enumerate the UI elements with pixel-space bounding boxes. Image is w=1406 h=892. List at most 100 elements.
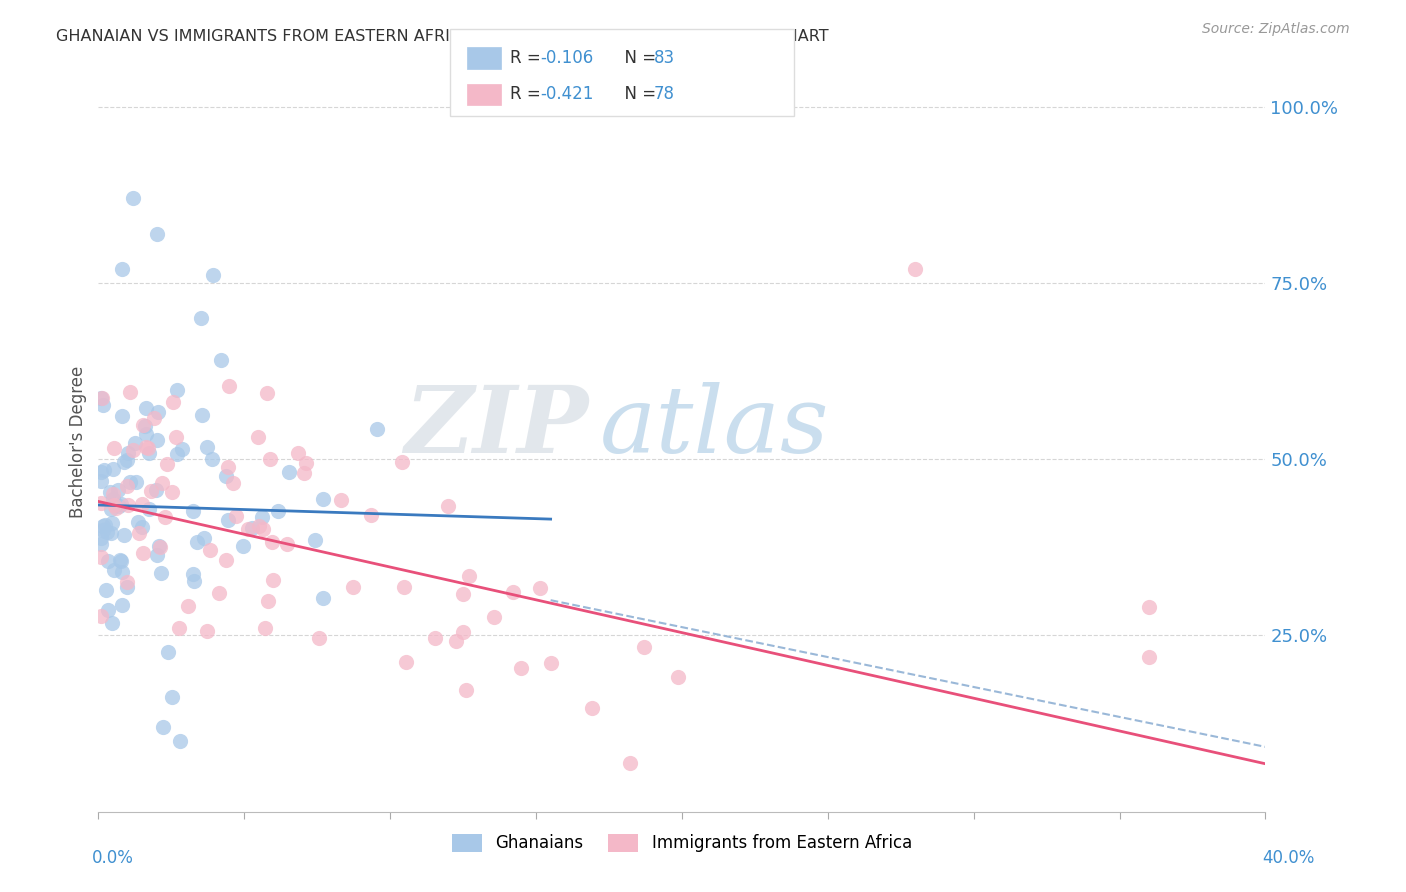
Point (217, 513, 239, 527)
Point (267, 504, 290, 518)
Point (96, 524, 118, 539)
Text: R =: R = (510, 86, 547, 103)
Point (157, 645, 180, 659)
Point (118, 385, 141, 400)
Point (101, 462, 124, 476)
Point (90, 608, 112, 623)
Point (222, 476, 245, 491)
Point (97, 554, 120, 568)
Point (115, 453, 138, 467)
Point (146, 548, 169, 562)
Point (193, 531, 215, 545)
Text: Source: ZipAtlas.com: Source: ZipAtlas.com (1202, 22, 1350, 37)
Point (111, 261, 134, 276)
Point (90, 475, 112, 489)
Point (242, 521, 264, 535)
Point (138, 446, 160, 460)
Point (202, 268, 225, 283)
Text: -0.421: -0.421 (540, 86, 593, 103)
Point (150, 475, 173, 490)
Point (186, 534, 208, 549)
Point (143, 410, 166, 425)
Point (250, 510, 273, 524)
Legend: Ghanaians, Immigrants from Eastern Africa: Ghanaians, Immigrants from Eastern Afric… (446, 827, 918, 859)
Point (90, 391, 112, 405)
Point (135, 401, 157, 416)
Point (90, 532, 112, 546)
Point (111, 565, 134, 579)
Point (278, 465, 301, 479)
Point (287, 446, 309, 460)
Point (619, 756, 641, 770)
Point (111, 409, 134, 423)
Point (93, 463, 115, 477)
Point (482, 610, 505, 624)
Point (423, 632, 446, 646)
Point (510, 661, 533, 675)
Point (110, 497, 132, 511)
Point (276, 537, 298, 551)
Point (148, 540, 170, 554)
Point (91, 391, 114, 405)
Point (666, 670, 689, 684)
Point (97, 602, 120, 616)
Point (141, 483, 163, 498)
Text: N =: N = (614, 49, 662, 67)
Point (904, 261, 927, 276)
Point (101, 492, 124, 507)
Point (132, 546, 155, 560)
Point (391, 454, 413, 468)
Point (453, 625, 475, 640)
Point (581, 701, 603, 715)
Point (217, 459, 239, 474)
Point (165, 430, 187, 444)
Text: 40.0%: 40.0% (1263, 849, 1315, 867)
Point (127, 515, 149, 529)
Point (135, 440, 157, 454)
Point (253, 621, 276, 635)
Point (117, 499, 139, 513)
Point (107, 499, 129, 513)
Point (136, 441, 159, 455)
Point (162, 394, 184, 409)
Point (1137, 649, 1160, 664)
Point (90, 465, 112, 479)
Point (392, 580, 415, 594)
Point (152, 720, 174, 734)
Point (215, 553, 238, 567)
Point (453, 586, 475, 600)
Point (96, 583, 118, 598)
Point (100, 485, 122, 500)
Text: N =: N = (614, 86, 662, 103)
Point (124, 475, 146, 490)
Point (117, 446, 139, 460)
Point (502, 585, 524, 599)
Point (200, 543, 222, 558)
Point (215, 469, 238, 483)
Point (177, 599, 200, 614)
Point (166, 447, 188, 461)
Point (225, 509, 247, 524)
Point (93, 398, 115, 412)
Point (103, 498, 125, 512)
Point (252, 522, 274, 536)
Point (100, 501, 122, 516)
Point (145, 483, 167, 497)
Text: 83: 83 (654, 49, 675, 67)
Point (135, 426, 157, 441)
Point (131, 520, 153, 534)
Point (146, 227, 169, 241)
Point (183, 566, 205, 581)
Point (138, 502, 160, 516)
Point (94, 517, 117, 532)
Point (312, 491, 335, 506)
Point (529, 581, 551, 595)
Point (232, 539, 254, 553)
Point (454, 682, 477, 697)
Point (247, 519, 270, 533)
Point (259, 451, 281, 466)
Point (330, 493, 353, 508)
Point (101, 516, 124, 530)
Point (156, 457, 179, 471)
Point (172, 442, 194, 456)
